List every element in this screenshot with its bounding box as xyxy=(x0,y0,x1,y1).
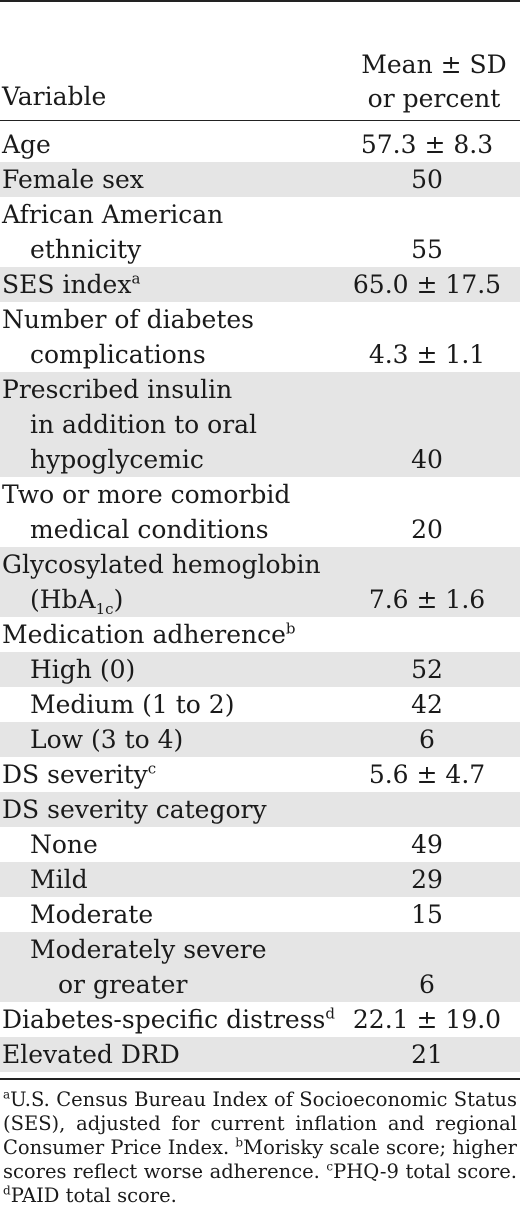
footnote-a-text: U.S. Census Bureau Index of Socioeconomi… xyxy=(3,1087,517,1159)
row-label: Two or more comorbid medical conditions xyxy=(0,477,338,547)
footnote-a-mark: a xyxy=(3,1087,11,1101)
row-label: Number of diabetes complications xyxy=(0,302,338,372)
row-label: Female sex xyxy=(2,165,144,194)
row-adherence-low: Low (3 to 4) 6 xyxy=(0,722,520,757)
row-label: Medium (1 to 2) xyxy=(30,690,235,719)
row-label-line1: Number of diabetes xyxy=(2,305,255,334)
row-female-sex: Female sex 50 xyxy=(0,162,520,197)
footnote-b-mark: b xyxy=(235,1135,244,1149)
row-label-text: Medication adherence xyxy=(2,620,286,649)
row-label-line1: Two or more comorbid xyxy=(2,480,291,509)
row-label-line3: hypoglycemic xyxy=(30,445,204,474)
row-elevated-drd: Elevated DRD 21 xyxy=(0,1037,520,1072)
row-label-line1: African American xyxy=(2,200,224,229)
row-value: 40 xyxy=(411,445,443,474)
row-label: None xyxy=(30,830,98,859)
row-value: 50 xyxy=(411,165,443,194)
header-mean: Mean ± SD or percent xyxy=(354,48,514,116)
row-label: DS severityc xyxy=(0,757,338,792)
row-adherence-high: High (0) 52 xyxy=(0,652,520,687)
hba-prefix: (HbA xyxy=(30,585,96,614)
row-african-american: African American ethnicity 55 xyxy=(0,197,520,267)
row-value: 65.0 ± 17.5 xyxy=(352,270,502,299)
table-footnotes: aU.S. Census Bureau Index of Socioeconom… xyxy=(0,1080,520,1208)
row-moderate: Moderate 15 xyxy=(0,897,520,932)
footnote-b-text: Morisky scale score; higher scores refle… xyxy=(3,1135,517,1183)
row-label: Age xyxy=(2,130,51,159)
header-mean-line1: Mean ± SD xyxy=(361,50,507,79)
row-value: 57.3 ± 8.3 xyxy=(360,130,494,159)
footnote-c-text: PHQ-9 total score. xyxy=(333,1159,517,1183)
row-ses-index: SES indexa 65.0 ± 17.5 xyxy=(0,267,520,302)
footnote-mark: d xyxy=(325,1004,335,1023)
row-label: Mild xyxy=(30,865,88,894)
row-label-line2: medical conditions xyxy=(30,515,269,544)
row-value: 7.6 ± 1.6 xyxy=(368,585,486,614)
row-label: Glycosylated hemoglobin (HbA1c) xyxy=(0,547,338,617)
row-ds-severity-category: DS severity category xyxy=(0,792,520,827)
row-label: Prescribed insulin in addition to oral h… xyxy=(0,372,338,477)
row-label-line2: complications xyxy=(30,340,206,369)
row-value: 29 xyxy=(411,865,443,894)
row-age: Age 57.3 ± 8.3 xyxy=(0,127,520,162)
footnote-mark: c xyxy=(147,759,157,778)
row-adherence-medium: Medium (1 to 2) 42 xyxy=(0,687,520,722)
bottom-rule xyxy=(0,1078,520,1080)
row-label: African American ethnicity xyxy=(0,197,338,267)
row-value: 5.6 ± 4.7 xyxy=(368,760,486,789)
row-value: 22.1 ± 19.0 xyxy=(352,1005,502,1034)
row-value: 6 xyxy=(419,725,435,754)
table-header: Variable Mean ± SD or percent xyxy=(0,2,520,121)
footnote-d-text: PAID total score. xyxy=(10,1183,177,1207)
row-hba1c: Glycosylated hemoglobin (HbA1c) 7.6 ± 1.… xyxy=(0,547,520,617)
row-medication-adherence: Medication adherenceb xyxy=(0,617,520,652)
row-label: SES indexa xyxy=(0,267,338,302)
header-mean-line2: or percent xyxy=(367,84,501,113)
footnote-mark: b xyxy=(285,619,296,638)
row-moderately-severe: Moderately severe or greater 6 xyxy=(0,932,520,1002)
row-label: DS severity category xyxy=(2,795,267,824)
row-label-text: SES index xyxy=(2,270,132,299)
row-label-text: Diabetes-specific distress xyxy=(2,1005,326,1034)
row-label-line1: Moderately severe xyxy=(30,935,267,964)
row-label: High (0) xyxy=(30,655,136,684)
row-value: 6 xyxy=(419,970,435,999)
footnote-d-mark: d xyxy=(3,1183,11,1197)
row-value: 4.3 ± 1.1 xyxy=(368,340,486,369)
row-label: Moderately severe or greater xyxy=(0,932,338,1002)
row-label-line2: ethnicity xyxy=(30,235,142,264)
row-label: Diabetes-specific distressd xyxy=(0,1002,338,1037)
row-diabetes-distress: Diabetes-specific distressd 22.1 ± 19.0 xyxy=(0,1002,520,1037)
row-label: Low (3 to 4) xyxy=(30,725,184,754)
row-value: 49 xyxy=(411,830,443,859)
row-label: Elevated DRD xyxy=(2,1040,180,1069)
hba-subscript: 1c xyxy=(95,600,114,618)
row-value: 20 xyxy=(411,515,443,544)
row-label-line1: Glycosylated hemoglobin xyxy=(2,550,321,579)
row-ds-severity: DS severityc 5.6 ± 4.7 xyxy=(0,757,520,792)
hba-suffix: ) xyxy=(113,585,124,614)
row-label-line2: in addition to oral xyxy=(30,410,258,439)
footnote-mark: a xyxy=(131,269,141,288)
top-rule xyxy=(0,0,520,2)
row-diabetes-complications: Number of diabetes complications 4.3 ± 1… xyxy=(0,302,520,372)
row-label-text: DS severity xyxy=(2,760,148,789)
row-value: 15 xyxy=(411,900,443,929)
row-value: 42 xyxy=(411,690,443,719)
row-label: Medication adherenceb xyxy=(0,617,338,652)
header-variable: Variable xyxy=(2,82,107,111)
row-value: 52 xyxy=(411,655,443,684)
row-prescribed-insulin: Prescribed insulin in addition to oral h… xyxy=(0,372,520,477)
row-value: 21 xyxy=(411,1040,443,1069)
row-comorbid-conditions: Two or more comorbid medical conditions … xyxy=(0,477,520,547)
row-mild: Mild 29 xyxy=(0,862,520,897)
row-none: None 49 xyxy=(0,827,520,862)
row-label-line1: Prescribed insulin xyxy=(2,375,233,404)
row-label-line2: or greater xyxy=(58,970,188,999)
row-value: 55 xyxy=(411,235,443,264)
row-label-line2: (HbA1c) xyxy=(2,582,338,617)
row-label: Moderate xyxy=(30,900,154,929)
footnote-c-mark: c xyxy=(326,1159,334,1173)
